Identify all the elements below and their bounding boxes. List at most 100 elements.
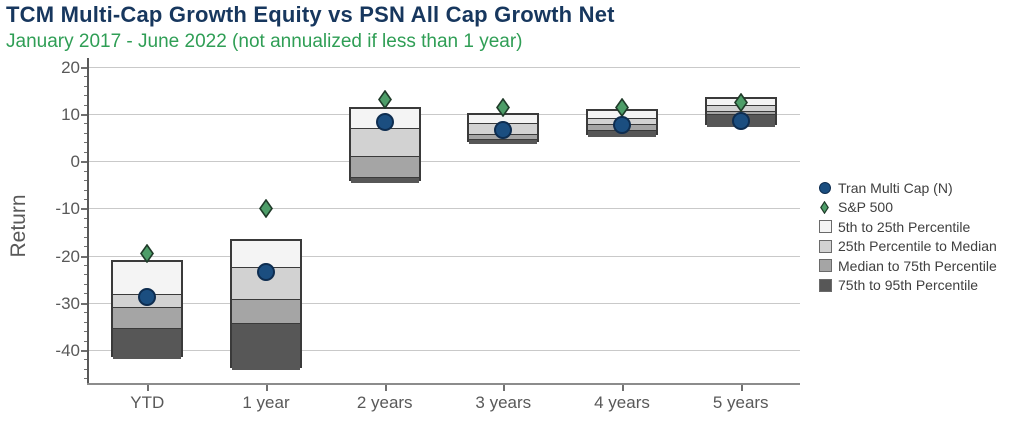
gridline [88,66,800,68]
legend: Tran Multi Cap (N) S&P 500 5th to 25th Per… [818,178,997,295]
y-minor-tick [84,331,88,333]
sp500-marker [496,97,511,122]
gridline [88,208,800,210]
x-tick [147,385,150,391]
bar-segment-75th-95th [350,177,419,183]
y-tick-label: -10 [55,199,80,219]
legend-item: S&P 500 [818,198,997,218]
gridline [88,161,800,163]
legend-diamond-icon [818,200,838,214]
y-axis-line [87,58,89,383]
legend-item: 5th to 25th Percentile [818,217,997,237]
bar-segment-median-75th [232,299,300,323]
y-minor-tick [84,180,88,181]
tran-multi-cap-marker [494,121,513,140]
y-minor-tick [84,198,88,200]
bar-segment-75th-95th [469,139,538,144]
legend-label: 25th Percentile to Median [838,238,997,255]
x-tick-label: YTD [130,393,165,412]
x-tick-label: 4 years [594,393,650,412]
y-tick-label: 0 [70,152,80,172]
y-minor-tick [84,217,88,219]
legend-square-icon [818,259,838,273]
sp500-marker [259,198,273,223]
y-tick-label: -30 [55,293,80,313]
legend-item: Tran Multi Cap (N) [818,178,997,198]
sp500-marker [377,89,392,114]
bar-segment-75th-95th [113,328,182,360]
y-minor-tick [84,236,88,238]
x-tick [266,385,268,391]
sp500-marker [733,92,748,117]
chart-subtitle: January 2017 - June 2022 (not annualized… [6,31,523,52]
percentile-bar [111,260,184,360]
gridline [88,302,800,304]
x-tick-label: 5 years [712,393,769,412]
x-axis-line [87,383,800,385]
bar-segment-median-75th [113,306,182,329]
y-minor-tick [84,85,88,87]
tran-multi-cap-marker [138,287,157,306]
legend-square-icon [818,278,838,292]
x-tick [740,385,743,391]
y-major-tick [81,66,88,69]
y-tick-label: 10 [61,104,80,124]
y-minor-tick [84,246,88,248]
sp500-marker [140,243,155,268]
legend-label: 75th to 95th Percentile [838,277,979,294]
tran-multi-cap-marker [257,262,275,281]
tran-multi-cap-marker [731,112,750,130]
y-minor-tick [84,283,88,285]
bar-segment-5th-25th [469,115,538,123]
y-minor-tick [84,359,88,361]
y-minor-tick [84,170,88,172]
y-minor-tick [84,95,88,96]
tran-multi-cap-marker [613,115,631,134]
gridline [88,350,800,351]
legend-label: S&P 500 [838,199,894,216]
y-minor-tick [84,274,88,276]
legend-label: Median to 75th Percentile [838,257,997,274]
y-minor-tick [84,321,88,323]
y-major-tick [81,113,88,116]
y-tick-label: -20 [55,246,80,266]
y-minor-tick [84,368,88,370]
y-minor-tick [84,227,88,229]
legend-item: Median to 75th Percentile [818,256,997,276]
y-major-tick [81,208,88,211]
legend-item: 25th Percentile to Median [818,237,997,257]
y-minor-tick [84,123,88,125]
x-tick [622,385,624,391]
legend-label: Tran Multi Cap (N) [838,179,953,196]
y-minor-tick [84,312,88,314]
tran-multi-cap-marker [375,113,394,132]
legend-label: 5th to 25th Percentile [838,218,971,235]
y-minor-tick [84,142,88,144]
y-minor-tick [84,293,88,295]
legend-square-icon [818,239,838,253]
bar-segment-75th-95th [232,322,300,370]
legend-square-icon [818,220,838,234]
chart-title: TCM Multi-Cap Growth Equity vs PSN All C… [6,2,615,27]
legend-item: 75th to 95th Percentile [818,276,997,296]
percentile-bar [230,238,302,370]
x-tick [503,385,506,391]
y-minor-tick [84,189,88,191]
y-major-tick [81,255,88,258]
percentile-bar [348,107,421,183]
y-minor-tick [84,265,88,266]
x-tick-label: 2 years [356,393,413,412]
y-minor-tick [84,76,88,78]
y-minor-tick [84,378,88,380]
bar-segment-median-75th [350,155,419,178]
x-tick-label: 1 year [242,393,290,412]
y-major-tick [81,350,88,352]
gridline [88,113,800,115]
y-major-tick [81,161,88,164]
sp500-marker [615,97,629,122]
legend-circle-icon [818,181,838,194]
x-tick-label: 3 years [475,393,532,412]
y-major-tick [81,302,88,305]
x-tick [384,385,387,391]
